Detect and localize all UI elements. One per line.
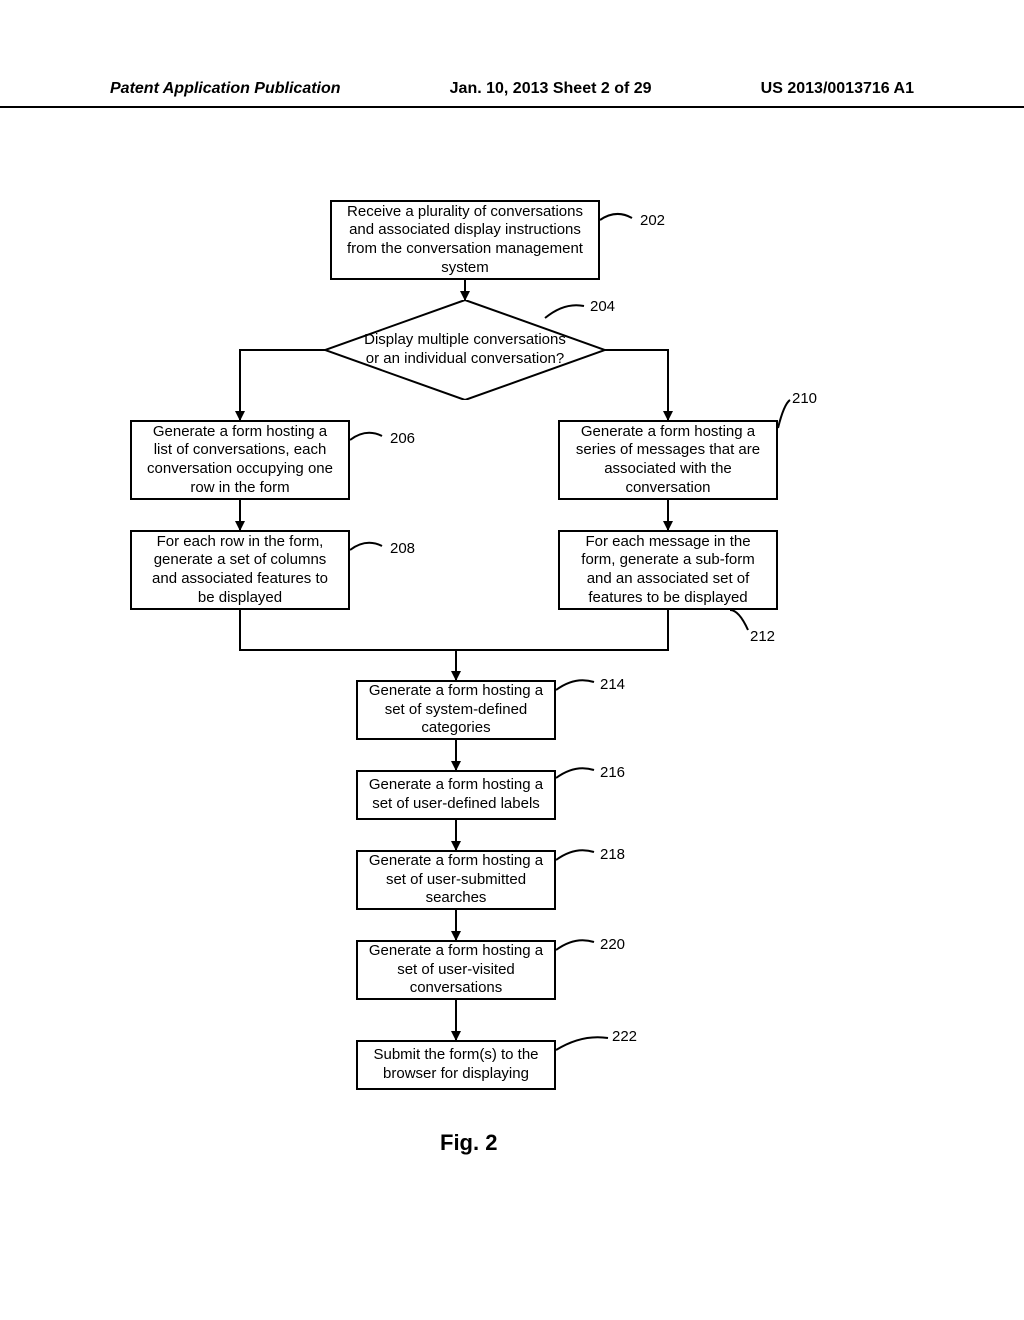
node-text: Generate a form hosting a set of user-su…: [368, 852, 544, 908]
ref-204: 204: [590, 298, 615, 315]
ref-206: 206: [390, 430, 415, 447]
node-text: For each row in the form, generate a set…: [142, 533, 338, 608]
node-text: For each message in the form, generate a…: [570, 533, 766, 608]
step-form-visited-conversations: Generate a form hosting a set of user-vi…: [356, 940, 556, 1000]
step-form-conversation-list: Generate a form hosting a list of conver…: [130, 420, 350, 500]
node-text: Generate a form hosting a list of conver…: [142, 423, 338, 498]
flowchart-canvas: Receive a plurality of conversations and…: [0, 100, 1024, 1300]
node-text: Generate a form hosting a set of user-vi…: [368, 942, 544, 998]
ref-216: 216: [600, 764, 625, 781]
node-text: Receive a plurality of conversations and…: [342, 203, 588, 278]
step-submit-forms: Submit the form(s) to the browser for di…: [356, 1040, 556, 1090]
figure-caption: Fig. 2: [440, 1130, 497, 1156]
ref-210: 210: [792, 390, 817, 407]
ref-220: 220: [600, 936, 625, 953]
step-generate-message-subform: For each message in the form, generate a…: [558, 530, 778, 610]
step-form-user-searches: Generate a form hosting a set of user-su…: [356, 850, 556, 910]
header-right: US 2013/0013716 A1: [761, 80, 914, 98]
node-text: Generate a form hosting a series of mess…: [570, 423, 766, 498]
ref-212: 212: [750, 628, 775, 645]
ref-222: 222: [612, 1028, 637, 1045]
step-receive-conversations: Receive a plurality of conversations and…: [330, 200, 600, 280]
step-form-system-categories: Generate a form hosting a set of system-…: [356, 680, 556, 740]
ref-202: 202: [640, 212, 665, 229]
step-form-message-series: Generate a form hosting a series of mess…: [558, 420, 778, 500]
decision-display-mode: Display multiple conversations or an ind…: [325, 300, 605, 400]
node-text: Generate a form hosting a set of user-de…: [368, 776, 544, 814]
ref-214: 214: [600, 676, 625, 693]
header-mid: Jan. 10, 2013 Sheet 2 of 29: [450, 80, 652, 98]
header-left: Patent Application Publication: [110, 80, 341, 98]
node-text: Generate a form hosting a set of system-…: [368, 682, 544, 738]
node-text: Submit the form(s) to the browser for di…: [368, 1046, 544, 1084]
ref-218: 218: [600, 846, 625, 863]
step-generate-row-columns: For each row in the form, generate a set…: [130, 530, 350, 610]
ref-208: 208: [390, 540, 415, 557]
step-form-user-labels: Generate a form hosting a set of user-de…: [356, 770, 556, 820]
node-text: Display multiple conversations or an ind…: [361, 331, 569, 369]
